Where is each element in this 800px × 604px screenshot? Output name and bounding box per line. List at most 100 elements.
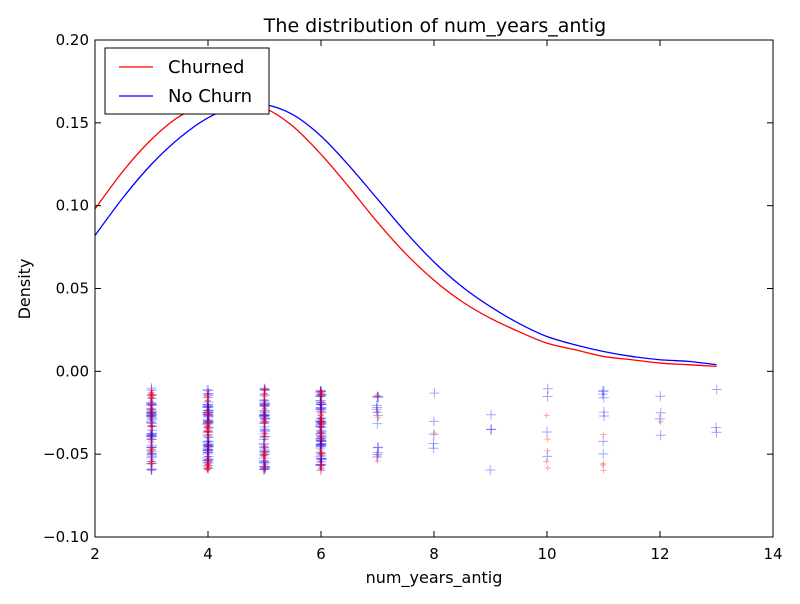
no-churn-rug-marker bbox=[202, 409, 213, 420]
churned-rug-marker bbox=[317, 429, 324, 436]
churned-rug-marker bbox=[261, 386, 268, 393]
no-churn-rug-marker bbox=[315, 433, 326, 444]
churned-rug-marker bbox=[148, 446, 155, 453]
no-churn-rug-marker bbox=[259, 463, 270, 474]
churned-rug-marker bbox=[148, 401, 155, 408]
no-churn-rug-marker bbox=[258, 395, 269, 406]
no-churn-rug-marker bbox=[147, 425, 158, 436]
no-churn-rug-marker bbox=[316, 403, 327, 414]
churned-rug-marker bbox=[147, 447, 154, 454]
legend-box bbox=[104, 47, 270, 115]
no-churn-rug-marker bbox=[146, 434, 157, 445]
y-tick-label: −0.10 bbox=[43, 528, 89, 546]
no-churn-rug-marker bbox=[316, 399, 327, 410]
no-churn-rug-marker bbox=[315, 387, 326, 398]
no-churn-rug-marker bbox=[202, 407, 213, 418]
churned-rug-marker bbox=[204, 392, 211, 399]
x-axis-label: num_years_antig bbox=[366, 568, 503, 588]
churned-rug-marker bbox=[318, 467, 325, 474]
no-churn-rug-marker bbox=[258, 410, 269, 421]
no-churn-rug-marker bbox=[258, 461, 269, 472]
churned-rug-marker bbox=[261, 385, 268, 392]
churned-rug-marker bbox=[148, 413, 155, 420]
no-churn-rug-marker bbox=[147, 429, 158, 440]
no-churn-rug-marker bbox=[260, 410, 271, 421]
no-churn-rug-marker bbox=[259, 447, 270, 458]
churned-rug-marker bbox=[318, 451, 325, 458]
churned-rug-marker bbox=[317, 458, 324, 465]
no-churn-rug-marker bbox=[259, 461, 270, 472]
churned-rug-marker bbox=[262, 418, 269, 425]
churned-rug-marker bbox=[204, 441, 211, 448]
chart-title: The distribution of num_years_antig bbox=[263, 15, 606, 37]
no-churn-rug-marker bbox=[373, 442, 384, 453]
churned-rug-marker bbox=[204, 428, 211, 435]
no-churn-rug-marker bbox=[258, 458, 269, 469]
no-churn-rug-marker bbox=[147, 413, 158, 424]
no-churn-rug-marker bbox=[202, 400, 213, 411]
no-churn-rug-marker bbox=[203, 405, 214, 416]
churned-rug-marker bbox=[261, 450, 268, 457]
no-churn-rug-marker bbox=[146, 464, 157, 475]
no-churn-rug-marker bbox=[259, 417, 270, 428]
no-churn-rug-marker bbox=[203, 454, 214, 465]
churned-rug-marker bbox=[317, 420, 324, 427]
no-churn-rug-marker bbox=[146, 449, 157, 460]
churned-rug-marker bbox=[317, 412, 324, 419]
churned-rug-marker bbox=[318, 388, 325, 395]
churned-rug-marker bbox=[374, 458, 381, 465]
churned-rug-marker bbox=[204, 422, 211, 429]
churned-rug-marker bbox=[148, 387, 155, 394]
no-churn-rug-marker bbox=[202, 437, 213, 448]
no-churn-rug-marker bbox=[146, 411, 157, 422]
churned-rug-marker bbox=[317, 427, 324, 434]
churned-rug-marker bbox=[544, 447, 551, 454]
churned-rug-marker bbox=[374, 392, 381, 399]
no-churn-rug-marker bbox=[316, 389, 327, 400]
churned-rug-marker bbox=[149, 423, 156, 430]
churned-rug-marker bbox=[262, 403, 269, 410]
no-churn-rug-marker bbox=[202, 447, 213, 458]
churned-rug-marker bbox=[148, 422, 155, 429]
churned-rug-marker bbox=[204, 393, 211, 400]
churned-rug-marker bbox=[261, 413, 268, 419]
churned-rug-marker bbox=[318, 392, 325, 399]
no-churn-rug-marker bbox=[259, 424, 270, 435]
no-churn-rug-marker bbox=[203, 388, 214, 399]
churned-rug-marker bbox=[149, 392, 156, 399]
no-churn-rug-marker bbox=[203, 444, 214, 455]
no-churn-rug-marker bbox=[372, 392, 383, 403]
no-churn-rug-marker bbox=[203, 447, 214, 458]
no-churn-rug-marker bbox=[146, 442, 157, 453]
churned-rug-marker bbox=[599, 462, 606, 469]
churned-rug-marker bbox=[317, 390, 324, 397]
no-churn-rug-marker bbox=[145, 444, 156, 455]
no-churn-rug-marker bbox=[146, 431, 157, 442]
no-churn-rug-marker bbox=[428, 429, 439, 440]
no-churn-rug-marker bbox=[315, 439, 326, 450]
churned-rug-marker bbox=[148, 402, 155, 409]
legend: Churned No Churn bbox=[104, 47, 270, 115]
no-churn-rug-marker bbox=[202, 389, 213, 400]
y-tick-label: −0.05 bbox=[43, 445, 89, 463]
no-churn-rug-marker bbox=[598, 407, 609, 418]
churned-rug-marker bbox=[260, 466, 267, 473]
no-churn-rug-marker bbox=[316, 386, 327, 397]
no-churn-rug-marker bbox=[315, 439, 326, 450]
churned-rug-marker bbox=[318, 462, 325, 469]
churned-rug-marker bbox=[262, 387, 269, 394]
churned-rug-marker bbox=[205, 446, 212, 453]
churned-rug-marker bbox=[205, 432, 212, 439]
no-churn-rug-marker bbox=[202, 457, 213, 468]
no-churn-rug-marker bbox=[373, 391, 384, 402]
churned-rug-marker bbox=[204, 418, 211, 425]
no-churn-rug-marker bbox=[316, 404, 327, 415]
no-churn-rug-marker bbox=[146, 404, 157, 415]
no-churn-rug-marker bbox=[146, 383, 157, 394]
no-churn-rug-marker bbox=[202, 399, 213, 410]
churned-rug-marker bbox=[148, 411, 155, 418]
no-churn-rug-marker bbox=[315, 391, 326, 402]
no-churn-rug-marker bbox=[316, 453, 327, 464]
churned-rug-marker bbox=[317, 411, 324, 418]
no-churn-rug-marker bbox=[147, 451, 158, 462]
